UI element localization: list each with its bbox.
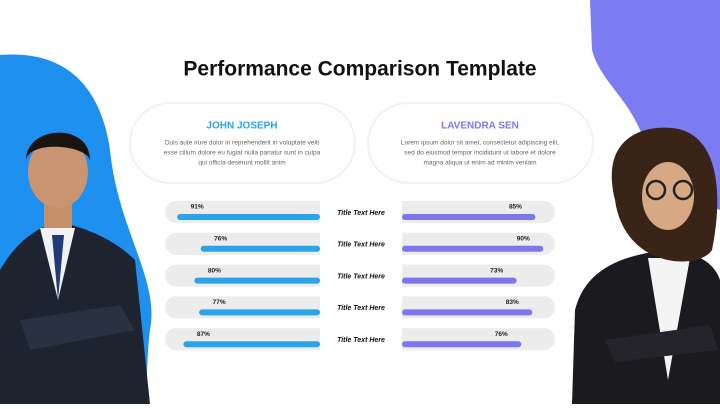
series-description: magna aliqua ut enim ad minim veniam xyxy=(423,160,536,167)
bar xyxy=(402,214,536,220)
bar xyxy=(194,277,320,284)
bar xyxy=(183,341,320,348)
value-label: 80% xyxy=(208,267,221,274)
value-label: 76% xyxy=(495,331,508,338)
series-name: JOHN JOSEPH xyxy=(206,121,277,132)
series-description: qui officia deserunt mollit anim xyxy=(198,160,285,167)
series-description: sed do eiusmod tempor incididunt ut labo… xyxy=(404,150,556,157)
series-name: LAVENDRA SEN xyxy=(441,121,519,132)
bar xyxy=(402,245,544,252)
bar xyxy=(199,309,320,316)
category-label: Title Text Here xyxy=(337,210,385,217)
card xyxy=(367,102,594,184)
row-center xyxy=(320,263,402,288)
card xyxy=(129,102,356,184)
row-center xyxy=(320,231,402,256)
bar xyxy=(402,277,517,284)
value-label: 87% xyxy=(197,331,210,338)
value-label: 77% xyxy=(213,299,226,306)
person-left xyxy=(0,132,150,404)
value-label: 91% xyxy=(191,204,204,211)
category-label: Title Text Here xyxy=(337,305,385,312)
value-label: 83% xyxy=(506,299,519,306)
bar xyxy=(402,341,522,348)
title: Performance Comparison Template xyxy=(183,58,536,81)
bar xyxy=(177,214,320,220)
value-label: 90% xyxy=(517,236,530,243)
bar xyxy=(200,245,320,252)
category-label: Title Text Here xyxy=(337,273,385,280)
bar xyxy=(402,309,533,316)
value-label: 85% xyxy=(509,204,522,211)
series-description: Duis aute irure dolor in reprehenderit i… xyxy=(165,140,319,147)
person-right xyxy=(572,127,720,404)
row-center xyxy=(320,327,402,352)
category-label: Title Text Here xyxy=(337,242,385,249)
series-description: Lorem ipsum dolor sit amet, consectetur … xyxy=(401,140,559,147)
row-center xyxy=(320,295,402,320)
value-label: 73% xyxy=(490,267,503,274)
category-label: Title Text Here xyxy=(337,337,385,344)
series-description: esse cillum dolore eu fugiat nulla paria… xyxy=(164,150,321,157)
value-label: 76% xyxy=(214,236,227,243)
row-center xyxy=(320,200,402,224)
